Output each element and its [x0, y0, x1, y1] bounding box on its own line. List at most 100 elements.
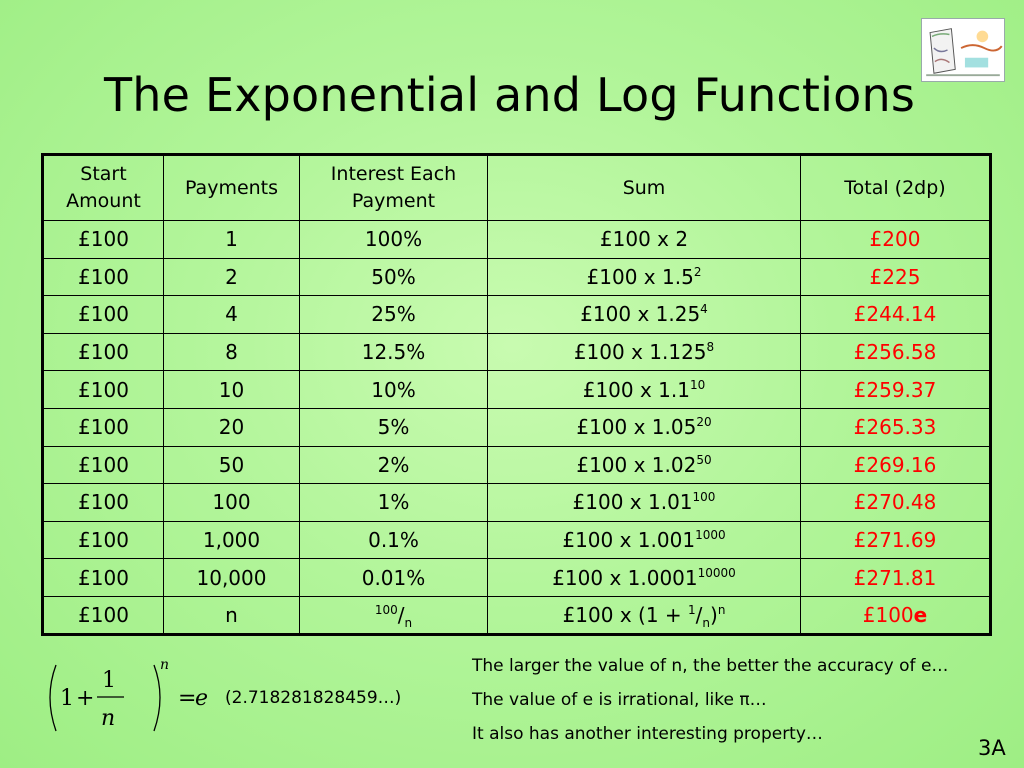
- sum-exponent: 50: [696, 452, 712, 467]
- cell-start: £100: [42, 407, 164, 447]
- sum-numerator: 1: [688, 602, 696, 617]
- sum-prefix: £100 x (1 +: [562, 602, 689, 627]
- cell-total: £256.58: [800, 332, 991, 372]
- sum-close: ): [710, 602, 718, 627]
- cell-payments: 50: [163, 445, 300, 485]
- log-pi-e-logo-icon: [921, 18, 1005, 82]
- table-row: £100 2 50% £100 x 1.52 £225: [42, 257, 991, 297]
- interest-denominator: n: [404, 615, 413, 630]
- interest-numerator: 100: [374, 602, 398, 617]
- sum-base: £100 x 1.125: [573, 340, 707, 365]
- formula-equals: =: [178, 686, 196, 711]
- sum-exponent: 10: [689, 377, 706, 392]
- table-row: £100 1,000 0.1% £100 x 1.0011000 £271.69: [42, 520, 991, 560]
- cell-interest: 2%: [299, 445, 488, 485]
- cell-total: £100e: [800, 595, 991, 635]
- cell-total: £270.48: [800, 483, 991, 522]
- cell-sum: £100 x 1.0250: [487, 445, 801, 485]
- table-header-row: Start Amount Payments Interest Each Paym…: [42, 154, 991, 221]
- cell-start: £100: [42, 445, 164, 485]
- cell-start: £100: [42, 220, 164, 259]
- total-prefix: £100: [862, 602, 914, 627]
- cell-total: £265.33: [800, 407, 991, 447]
- formula-plus: +: [76, 686, 94, 711]
- cell-start: £100: [42, 483, 164, 522]
- cell-payments: n: [163, 595, 300, 635]
- sum-exponent: 20: [696, 415, 712, 430]
- sum-base: £100 x 1.25: [580, 302, 701, 327]
- cell-start: £100: [42, 595, 164, 635]
- formula-denominator: n: [101, 706, 115, 731]
- cell-start: £100: [42, 558, 164, 597]
- sum-slash: /: [695, 602, 703, 627]
- e-value-text: (2.718281828459…): [225, 688, 402, 708]
- table-row: £100 8 12.5% £100 x 1.1258 £256.58: [42, 332, 991, 372]
- cell-interest: 0.1%: [299, 520, 488, 560]
- table-row: £100 4 25% £100 x 1.254 £244.14: [42, 295, 991, 334]
- formula-e: e: [195, 686, 208, 711]
- header-interest-line1: Interest Each: [330, 163, 457, 185]
- header-interest-line2: Payment: [351, 190, 436, 212]
- sum-base: £100 x 1.01: [572, 490, 693, 515]
- sum-exponent: 4: [700, 302, 708, 317]
- page-title: The Exponential and Log Functions: [104, 68, 915, 122]
- cell-start: £100: [42, 295, 164, 334]
- header-sum: Sum: [487, 154, 801, 221]
- cell-sum: £100 x 1.1258: [487, 332, 801, 372]
- cell-start: £100: [42, 257, 164, 297]
- cell-payments: 8: [163, 332, 300, 372]
- table-row: £100 10,000 0.01% £100 x 1.000110000 £271.81: [42, 558, 991, 597]
- cell-sum: £100 x 1.000110000: [487, 558, 801, 597]
- cell-sum: £100 x 1.52: [487, 257, 801, 297]
- sum-base: £100 x 1.02: [576, 452, 697, 477]
- sum-base: £100 x 1.05: [576, 415, 697, 440]
- cell-sum: £100 x (1 + 1/n)n: [487, 595, 801, 635]
- header-total: Total (2dp): [800, 154, 991, 221]
- cell-payments: 2: [163, 257, 300, 297]
- note-property: It also has another interesting property…: [472, 724, 823, 744]
- note-accuracy: The larger the value of n, the better th…: [472, 656, 949, 676]
- cell-payments: 100: [163, 483, 300, 522]
- sum-denominator: n: [702, 615, 711, 630]
- cell-payments: 20: [163, 407, 300, 447]
- sum-exponent: 10000: [697, 565, 736, 580]
- cell-payments: 1: [163, 220, 300, 259]
- cell-interest: 100/n: [299, 595, 488, 635]
- cell-total: £271.69: [800, 520, 991, 560]
- header-interest: Interest Each Payment: [299, 154, 488, 221]
- cell-total: £271.81: [800, 558, 991, 597]
- header-start-amount: Start Amount: [42, 154, 164, 221]
- interest-table: Start Amount Payments Interest Each Paym…: [41, 153, 992, 636]
- sum-base: £100 x 1.001: [562, 528, 696, 553]
- cell-interest: 12.5%: [299, 332, 488, 372]
- cell-sum: £100 x 1.0011000: [487, 520, 801, 560]
- cell-sum: £100 x 1.01100: [487, 483, 801, 522]
- cell-interest: 10%: [299, 370, 488, 409]
- header-payments: Payments: [163, 154, 300, 221]
- cell-payments: 10: [163, 370, 300, 409]
- table-row: £100 1 100% £100 x 2 £200: [42, 220, 991, 259]
- sum-exponent: 100: [692, 490, 716, 505]
- table-row: £100 100 1% £100 x 1.01100 £270.48: [42, 483, 991, 522]
- cell-start: £100: [42, 520, 164, 560]
- note-irrational: The value of e is irrational, like π…: [472, 690, 767, 710]
- cell-payments: 10,000: [163, 558, 300, 597]
- total-e: e: [913, 602, 928, 627]
- sum-base: £100 x 1.1: [582, 377, 690, 402]
- cell-interest: 1%: [299, 483, 488, 522]
- cell-sum: £100 x 1.110: [487, 370, 801, 409]
- table-row: £100 50 2% £100 x 1.0250 £269.16: [42, 445, 991, 485]
- formula-exponent: n: [160, 657, 169, 673]
- sum-base: £100 x 1.5: [586, 264, 694, 289]
- interest-slash: /: [397, 602, 405, 627]
- cell-total: £225: [800, 257, 991, 297]
- cell-interest: 100%: [299, 220, 488, 259]
- table-row: £100 20 5% £100 x 1.0520 £265.33: [42, 407, 991, 447]
- sum-exponent: 1000: [695, 528, 726, 543]
- formula-numerator: 1: [102, 668, 116, 693]
- cell-payments: 1,000: [163, 520, 300, 560]
- sum-base: £100 x 2: [599, 227, 689, 252]
- cell-total: £200: [800, 220, 991, 259]
- table-row: £100 10 10% £100 x 1.110 £259.37: [42, 370, 991, 409]
- cell-interest: 25%: [299, 295, 488, 334]
